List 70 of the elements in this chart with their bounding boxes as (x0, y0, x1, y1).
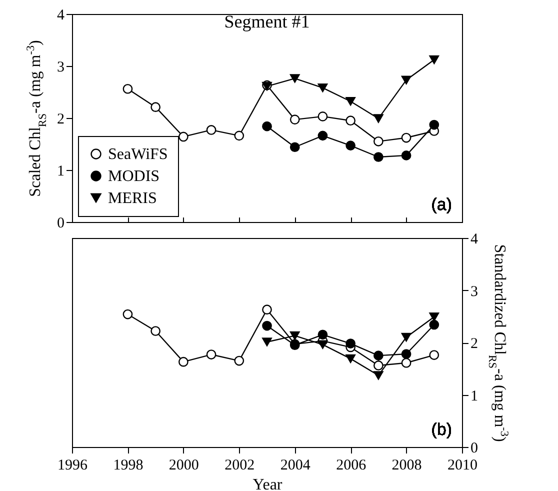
point (346, 116, 356, 126)
point (318, 330, 328, 340)
point (429, 312, 440, 322)
point (290, 74, 300, 83)
point (429, 350, 440, 360)
point (346, 354, 356, 364)
point (374, 152, 384, 162)
point (234, 356, 244, 366)
point (429, 55, 440, 64)
y2-tick-label: 2 (470, 336, 478, 352)
point (234, 130, 244, 141)
point (290, 142, 300, 152)
y2-tick-label: 4 (470, 232, 478, 248)
point (374, 360, 384, 370)
point (122, 84, 133, 94)
y-tick-label: 1 (57, 164, 64, 180)
point (262, 320, 272, 331)
point (401, 358, 412, 368)
point (429, 320, 440, 330)
point (374, 136, 384, 146)
point (178, 356, 188, 367)
x-axis-title: Year (252, 476, 283, 491)
x-tick-label: 2004 (280, 458, 311, 474)
legend-label: MODIS (108, 168, 160, 185)
legend-label: SeaWiFS (108, 146, 168, 163)
point (346, 97, 356, 106)
y-tick-label: 4 (57, 8, 65, 24)
point (318, 340, 328, 349)
point (429, 120, 440, 130)
point (318, 130, 328, 141)
point (401, 332, 412, 342)
x-tick-label: 2006 (336, 458, 367, 474)
y2-tick-label: 0 (470, 440, 478, 456)
point (206, 125, 216, 135)
x-tick-label: 2002 (224, 458, 255, 474)
x-tick-label: 2008 (392, 458, 422, 474)
y-tick-label: 3 (57, 60, 64, 76)
y-tick-label: 2 (57, 112, 64, 128)
point (206, 350, 216, 360)
point (374, 350, 384, 360)
point (290, 114, 300, 124)
point (374, 114, 384, 123)
point (262, 121, 272, 132)
point (290, 331, 300, 340)
point (401, 349, 412, 359)
point (318, 83, 328, 92)
point (401, 150, 412, 160)
point (346, 338, 356, 348)
point (262, 338, 272, 346)
x-tick-label: 2010 (448, 458, 478, 474)
y2-tick-label: 3 (470, 284, 478, 300)
point (374, 371, 384, 380)
point (401, 132, 412, 143)
point (122, 309, 133, 320)
point (178, 132, 188, 142)
point (318, 112, 328, 122)
annotation: (b) (431, 420, 452, 439)
chart-title: Segment #1 (224, 12, 310, 32)
x-tick-label: 1998 (113, 458, 144, 474)
point (150, 326, 160, 336)
legend-label: MERIS (108, 190, 157, 207)
annotation: (a) (431, 195, 452, 214)
y-tick-label: 0 (57, 216, 64, 232)
x-tick-label: 2000 (168, 458, 199, 474)
point (401, 76, 412, 84)
x-tick-label: 1996 (58, 458, 88, 474)
point (346, 140, 356, 150)
point (150, 102, 160, 112)
point (262, 304, 272, 315)
y2-tick-label: 1 (470, 388, 478, 404)
